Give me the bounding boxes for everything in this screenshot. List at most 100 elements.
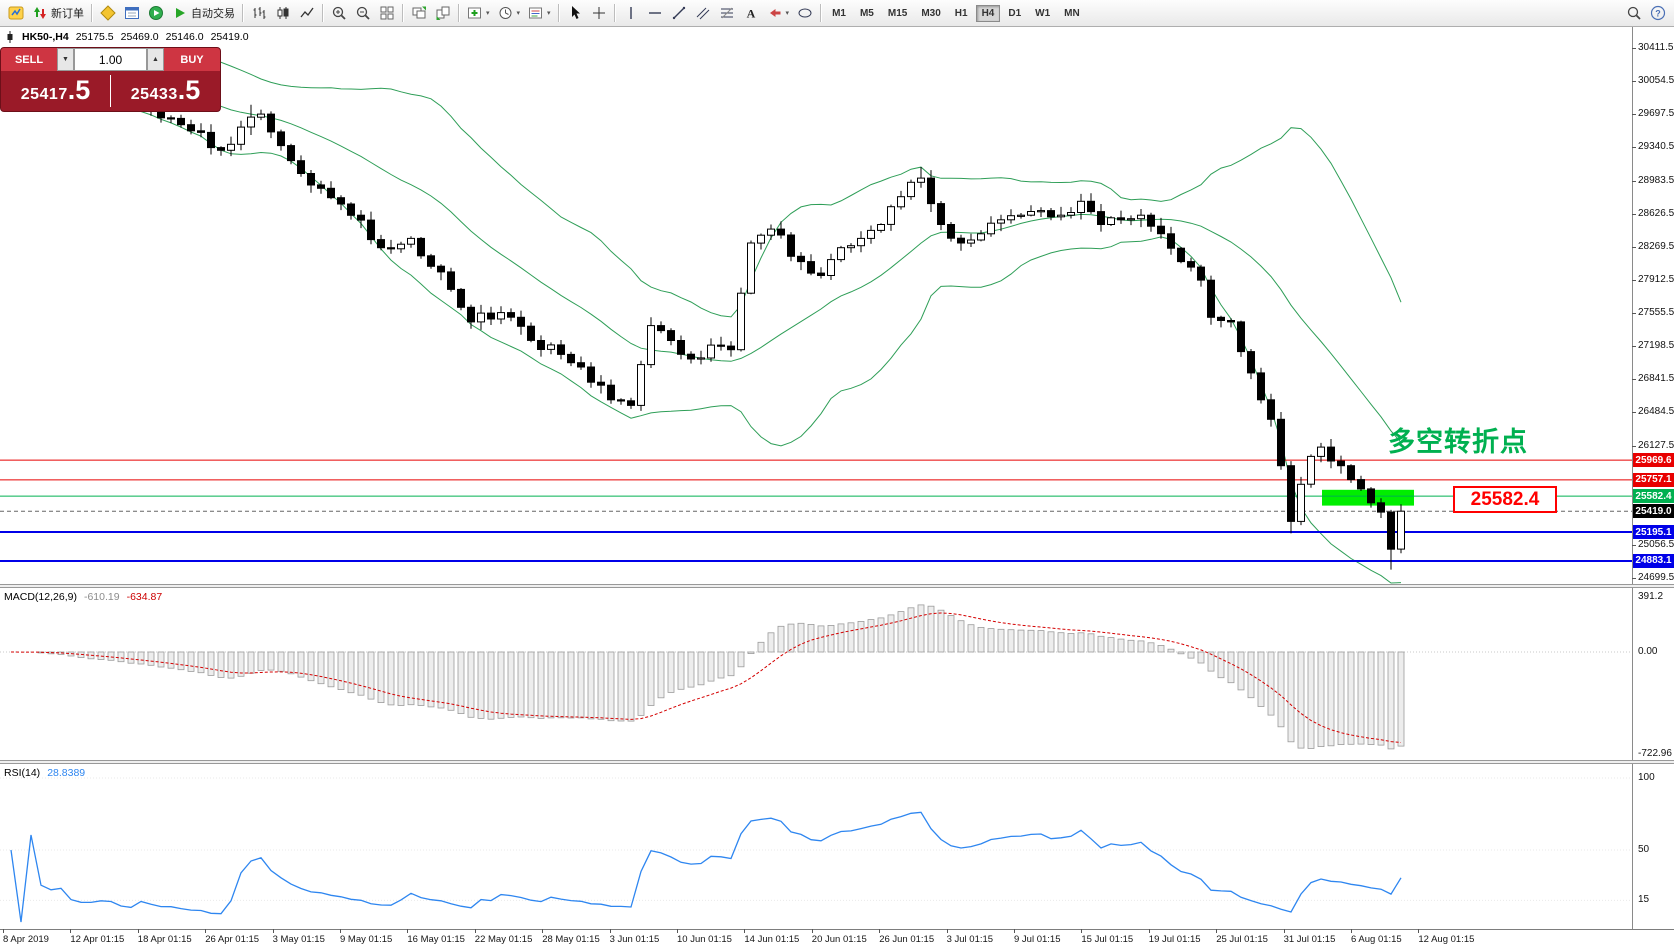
- channel-button[interactable]: [691, 2, 715, 24]
- arrow-label-button[interactable]: ▾: [763, 2, 794, 24]
- candlestick-chart-icon: [277, 7, 289, 19]
- price-badge: 25582.4: [1633, 489, 1674, 504]
- timeframe-w1[interactable]: W1: [1029, 5, 1056, 22]
- time-axis-label: 31 Jul 01:15: [1283, 934, 1336, 945]
- svg-text:A: A: [746, 7, 755, 21]
- price-badge: 25419.0: [1633, 504, 1674, 519]
- time-axis-tick: [1351, 929, 1352, 933]
- price-badge: 25757.1: [1633, 472, 1674, 487]
- new-order-button[interactable]: 新订单: [28, 2, 88, 24]
- price-axis-tick: [1632, 544, 1636, 546]
- zoom-out-button[interactable]: [351, 2, 375, 24]
- sell-price[interactable]: 25417.5: [1, 76, 110, 104]
- timeframe-d1[interactable]: D1: [1002, 5, 1027, 22]
- bar-chart-icon: [253, 7, 266, 19]
- time-axis-tick: [1148, 929, 1150, 933]
- time-axis-tick: [474, 929, 476, 933]
- price-callout-label[interactable]: 25582.4: [1453, 486, 1557, 513]
- app-button[interactable]: [4, 2, 28, 24]
- crosshair-button[interactable]: [587, 2, 611, 24]
- timeframe-m5[interactable]: M5: [854, 5, 880, 22]
- ohlc-open: 25175.5: [75, 31, 114, 43]
- navigator-button[interactable]: [144, 2, 168, 24]
- toolbar-separator: [322, 4, 324, 22]
- price-axis-tick: [1632, 445, 1636, 447]
- chart-annotation-text[interactable]: 多空转折点: [1388, 427, 1528, 457]
- data-window-icon: [125, 7, 139, 19]
- help-button[interactable]: ?: [1646, 2, 1670, 24]
- price-axis-tick: [1632, 81, 1636, 83]
- autotrading-icon: [176, 8, 185, 18]
- symbol-period: HK50-,H4: [22, 31, 69, 43]
- vertical-line-button[interactable]: [619, 2, 643, 24]
- search-button[interactable]: [1622, 2, 1646, 24]
- sell-button[interactable]: SELL: [1, 48, 57, 71]
- time-axis-label: 6 Aug 01:15: [1351, 934, 1402, 945]
- time-axis-label: 8 Apr 2019: [3, 934, 49, 945]
- pane-separator-macd[interactable]: [0, 584, 1674, 588]
- widget-divider: [110, 75, 111, 107]
- periods-button[interactable]: ▾: [494, 2, 525, 24]
- volume-increase-button[interactable]: ▲: [147, 48, 164, 71]
- text-button[interactable]: A: [739, 2, 763, 24]
- horizontal-line-icon: [648, 12, 661, 14]
- bollinger-bands: [50, 60, 1402, 584]
- trendline-button[interactable]: [667, 2, 691, 24]
- fibonacci-button[interactable]: [715, 2, 739, 24]
- templates-button[interactable]: ▾: [524, 2, 555, 24]
- timeframe-m1[interactable]: M1: [826, 5, 852, 22]
- timeframe-m30[interactable]: M30: [915, 5, 946, 22]
- price-axis-tick: [1632, 147, 1636, 149]
- timeframe-m15[interactable]: M15: [882, 5, 913, 22]
- indicators-icon: [468, 7, 481, 19]
- time-axis[interactable]: [0, 929, 1674, 951]
- line-chart-button[interactable]: [295, 2, 319, 24]
- market-watch-icon: [100, 5, 116, 21]
- indicators-button[interactable]: ▾: [463, 2, 494, 24]
- volume-input[interactable]: [74, 48, 147, 71]
- buy-price[interactable]: 25433.5: [111, 76, 220, 104]
- timeframe-h1[interactable]: H1: [949, 5, 974, 22]
- volume-decrease-button[interactable]: ▼: [57, 48, 74, 71]
- candlestick-series: [7, 58, 1405, 570]
- line-chart-icon: [300, 7, 314, 18]
- ohlc-close: 25419.0: [210, 31, 249, 43]
- arrange-windows-button[interactable]: [407, 2, 431, 24]
- time-axis-tick: [3, 929, 4, 933]
- time-axis-label: 18 Apr 01:15: [137, 934, 192, 945]
- time-axis-label: 14 Jun 01:15: [744, 934, 800, 945]
- buy-button[interactable]: BUY: [164, 48, 220, 71]
- cursor-button[interactable]: [563, 2, 587, 24]
- price-axis-label: 29697.5: [1638, 108, 1674, 120]
- horizontal-line-button[interactable]: [643, 2, 667, 24]
- time-axis-tick: [1283, 929, 1285, 933]
- vertical-line-icon: [629, 7, 632, 19]
- timeframe-h4[interactable]: H4: [975, 4, 1001, 22]
- price-axis-label: 25056.5: [1638, 538, 1674, 550]
- autotrading-button[interactable]: 自动交易: [168, 2, 239, 24]
- shapes-button[interactable]: [793, 2, 817, 24]
- arrow-label-icon: [769, 9, 781, 17]
- toolbar-separator: [557, 4, 560, 22]
- candlestick-chart-button[interactable]: [271, 2, 295, 24]
- macd-axis-label: -722.96: [1638, 747, 1672, 759]
- tile-windows-button[interactable]: [375, 2, 399, 24]
- search-icon: [1627, 6, 1641, 20]
- time-axis-label: 3 Jun 01:15: [609, 934, 660, 945]
- fibonacci-icon: [720, 7, 733, 19]
- help-icon: ?: [1650, 5, 1666, 21]
- time-axis-label: 19 Jul 01:15: [1148, 934, 1201, 945]
- cascade-windows-button[interactable]: [431, 2, 455, 24]
- market-watch-button[interactable]: [96, 2, 120, 24]
- macd-header: MACD(12,26,9) -610.19 -634.87: [4, 591, 162, 603]
- bar-chart-button[interactable]: [247, 2, 271, 24]
- macd-value-main: -610.19: [83, 591, 120, 603]
- cursor-icon: [571, 6, 580, 19]
- crosshair-icon: [592, 7, 605, 19]
- timeframe-mn[interactable]: MN: [1058, 5, 1086, 22]
- time-axis-tick: [542, 929, 544, 933]
- pane-separator-rsi[interactable]: [0, 760, 1674, 764]
- data-window-button[interactable]: [120, 2, 144, 24]
- zoom-in-button[interactable]: [327, 2, 351, 24]
